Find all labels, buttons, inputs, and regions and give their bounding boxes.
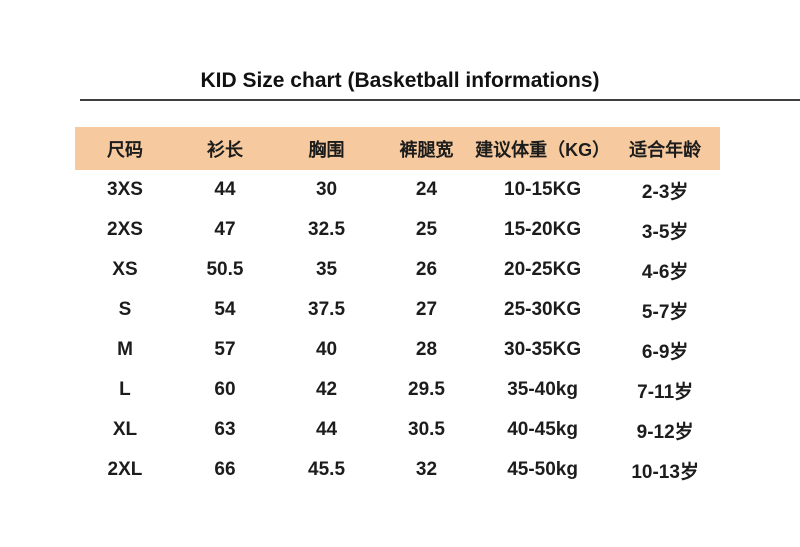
table-cell: 44 <box>214 179 236 200</box>
table-cell: 66 <box>214 459 236 480</box>
table-cell: XL <box>112 419 138 440</box>
column-header: 尺码 <box>106 139 143 160</box>
size-table: 尺码 衫长 胸围 裤腿宽 建议体重（KG） 适合年龄 3XS 44 30 24 10-15KG 2-… <box>75 127 720 490</box>
table-cell: 30-35KG <box>504 339 582 360</box>
table-cell: 15-20KG <box>504 219 582 240</box>
title-divider <box>80 99 800 101</box>
table-cell: 47 <box>214 219 236 240</box>
table-cell: 54 <box>214 299 236 320</box>
table-row: L 60 42 29.5 35-40kg 7-11岁 <box>75 370 720 410</box>
table-cell: S <box>118 299 132 320</box>
table-cell: 45-50kg <box>507 459 578 480</box>
column-header: 裤腿宽 <box>399 139 454 160</box>
table-cell: 10-13岁 <box>631 461 699 483</box>
table-body: 3XS 44 30 24 10-15KG 2-3岁 2XS 47 32.5 25 15-20KG 3-… <box>75 170 720 490</box>
table-cell: 37.5 <box>308 299 346 320</box>
table-cell: 6-9岁 <box>641 341 689 363</box>
table-row: 2XS 47 32.5 25 15-20KG 3-5岁 <box>75 210 720 250</box>
table-cell: XS <box>112 259 138 280</box>
table-cell: 40-45kg <box>507 419 578 440</box>
table-cell: 4-6岁 <box>641 261 689 283</box>
table-row: 2XL 66 45.5 32 45-50kg 10-13岁 <box>75 450 720 490</box>
table-row: M 57 40 28 30-35KG 6-9岁 <box>75 330 720 370</box>
table-cell: 30.5 <box>408 419 445 440</box>
table-cell: 2XL <box>107 459 143 480</box>
table-cell: 25-30KG <box>504 299 582 320</box>
column-header: 衫长 <box>206 139 243 160</box>
table-cell: 10-15KG <box>504 179 582 200</box>
table-cell: 9-12岁 <box>636 421 694 443</box>
table-cell: 2-3岁 <box>641 181 689 203</box>
table-cell: 7-11岁 <box>637 381 694 403</box>
table-cell: 29.5 <box>408 379 445 400</box>
table-cell: 2XS <box>107 219 143 240</box>
table-cell: 44 <box>315 419 338 440</box>
table-row: XS 50.5 35 26 20-25KG 4-6岁 <box>75 250 720 290</box>
table-cell: 24 <box>415 179 438 200</box>
table-cell: 32 <box>415 459 438 480</box>
table-cell: 3XS <box>107 179 143 200</box>
table-cell: 40 <box>315 339 338 360</box>
page-title: KID Size chart (Basketball informations) <box>200 69 600 92</box>
table-cell: 25 <box>415 219 438 240</box>
table-cell: 5-7岁 <box>641 301 689 323</box>
table-cell: 35-40kg <box>507 379 578 400</box>
column-header: 胸围 <box>308 139 345 160</box>
table-cell: M <box>117 339 133 360</box>
table-cell: 57 <box>214 339 236 360</box>
table-cell: 45.5 <box>308 459 346 480</box>
table-cell: 42 <box>315 379 338 400</box>
table-header-row: 尺码 衫长 胸围 裤腿宽 建议体重（KG） 适合年龄 <box>75 127 720 170</box>
table-cell: 30 <box>315 179 338 200</box>
table-cell: 32.5 <box>308 219 346 240</box>
table-cell: 60 <box>214 379 236 400</box>
table-cell: 28 <box>415 339 438 360</box>
table-cell: 35 <box>315 259 338 280</box>
table-cell: 26 <box>415 259 438 280</box>
table-cell: 63 <box>214 419 236 440</box>
table-cell: 50.5 <box>206 259 244 280</box>
table-row: S 54 37.5 27 25-30KG 5-7岁 <box>75 290 720 330</box>
column-header: 适合年龄 <box>629 139 702 160</box>
column-header: 建议体重（KG） <box>475 139 611 160</box>
table-cell: 27 <box>415 299 438 320</box>
table-cell: L <box>119 379 131 400</box>
table-cell: 3-5岁 <box>641 221 689 243</box>
table-row: XL 63 44 30.5 40-45kg 9-12岁 <box>75 410 720 450</box>
table-row: 3XS 44 30 24 10-15KG 2-3岁 <box>75 170 720 210</box>
table-cell: 20-25KG <box>504 259 582 280</box>
